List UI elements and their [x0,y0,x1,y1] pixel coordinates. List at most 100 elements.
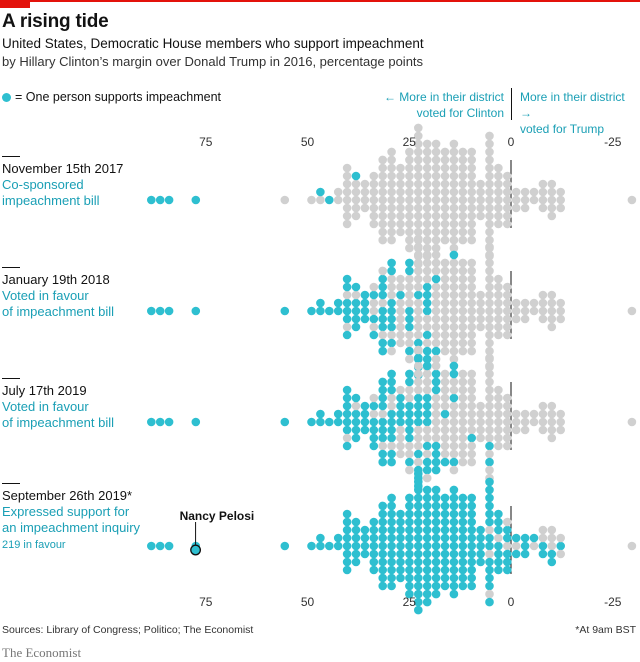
direction-trump-line2: voted for Trump [520,122,605,136]
supporter-dot [431,541,441,551]
non-supporter-dot [485,266,494,276]
non-supporter-dot [414,314,423,324]
non-supporter-dot [405,147,414,157]
non-supporter-dot [520,417,530,427]
non-supporter-dot [556,417,565,427]
supporter-dot [431,501,441,511]
non-supporter-dot [387,195,396,205]
supporter-dot [396,509,405,519]
non-supporter-dot [458,369,468,379]
non-supporter-dot [431,219,441,229]
supporter-dot [378,425,388,435]
non-supporter-dot [476,211,485,221]
non-supporter-dot [414,377,423,387]
non-supporter-dot [431,227,441,237]
supporter-dot [485,493,494,503]
supporter-dot [422,541,432,551]
non-supporter-dot [449,314,459,324]
non-supporter-dot [485,353,494,363]
non-supporter-dot [422,433,432,443]
non-supporter-dot [485,290,494,300]
non-supporter-dot [556,306,565,316]
non-supporter-dot [520,187,530,197]
non-supporter-dot [449,354,459,364]
supporter-dot [467,433,477,443]
supporter-dot [378,385,388,395]
non-supporter-dot [476,203,485,213]
non-supporter-dot [503,425,512,435]
supporter-dot [360,409,370,419]
non-supporter-dot [360,179,370,189]
non-supporter-dot [431,354,441,364]
dot-icon [2,92,11,102]
top-axis-ticks: 75 50 25 0 -25 [199,135,622,149]
non-supporter-dot [485,306,494,316]
supporter-dot [360,290,370,300]
supporter-dot [414,597,423,607]
non-supporter-dot [467,219,477,229]
supporter-dot [440,457,450,467]
supporter-dot [467,541,477,551]
non-supporter-dot [440,401,450,411]
non-supporter-dot [485,589,494,599]
supporter-dot [378,274,388,284]
non-supporter-dot [396,203,405,213]
non-supporter-dot [494,385,503,395]
non-supporter-dot [449,258,459,268]
supporter-dot [414,469,423,479]
non-supporter-dot [494,171,503,181]
non-supporter-dot [494,282,503,292]
non-supporter-dot [396,306,405,316]
non-supporter-dot [485,250,494,260]
non-supporter-dot [476,322,485,332]
non-supporter-dot [422,211,432,221]
supporter-dot [449,541,459,551]
supporter-dot [405,409,414,419]
non-supporter-dot [467,377,477,387]
supporter-dot [405,493,414,503]
non-supporter-dot [414,433,423,443]
non-supporter-dot [503,211,512,221]
non-supporter-dot [494,195,503,205]
supporter-dot [494,525,503,535]
supporter-dot [387,517,396,527]
non-supporter-dot [431,393,441,403]
non-supporter-dot [467,401,477,411]
non-supporter-dot [485,330,494,340]
panel-label-3: July 17th 2019 Voted in favour of impeac… [2,378,152,431]
non-supporter-dot [405,243,414,253]
non-supporter-dot [485,401,494,411]
supporter-dot [369,330,379,340]
non-supporter-dot [467,282,477,292]
non-supporter-dot [538,525,548,535]
supporter-dot [342,425,352,435]
non-supporter-dot [449,306,459,316]
supporter-dot [405,573,414,583]
non-supporter-dot [405,282,414,292]
non-supporter-dot [503,401,512,411]
non-supporter-dot [520,409,530,419]
non-supporter-dot [494,417,503,427]
supporter-dot [431,493,441,503]
panel-rule [2,378,20,379]
supporter-dot [342,517,352,527]
non-supporter-dot [485,131,494,141]
supporter-dot [556,541,565,551]
non-supporter-dot [414,266,423,276]
non-supporter-dot [387,290,396,300]
non-supporter-dot [467,227,477,237]
non-supporter-dot [485,155,494,165]
non-supporter-dot [440,179,450,189]
supporter-dot [422,409,432,419]
non-supporter-dot [431,187,441,197]
supporter-dot [360,525,370,535]
non-supporter-dot [431,361,441,371]
non-supporter-dot [422,258,432,268]
supporter-dot [503,565,512,575]
non-supporter-dot [422,322,432,332]
non-supporter-dot [431,417,441,427]
non-supporter-dot [440,203,450,213]
non-supporter-dot [431,314,441,324]
non-supporter-dot [547,322,557,332]
non-supporter-dot [458,409,468,419]
